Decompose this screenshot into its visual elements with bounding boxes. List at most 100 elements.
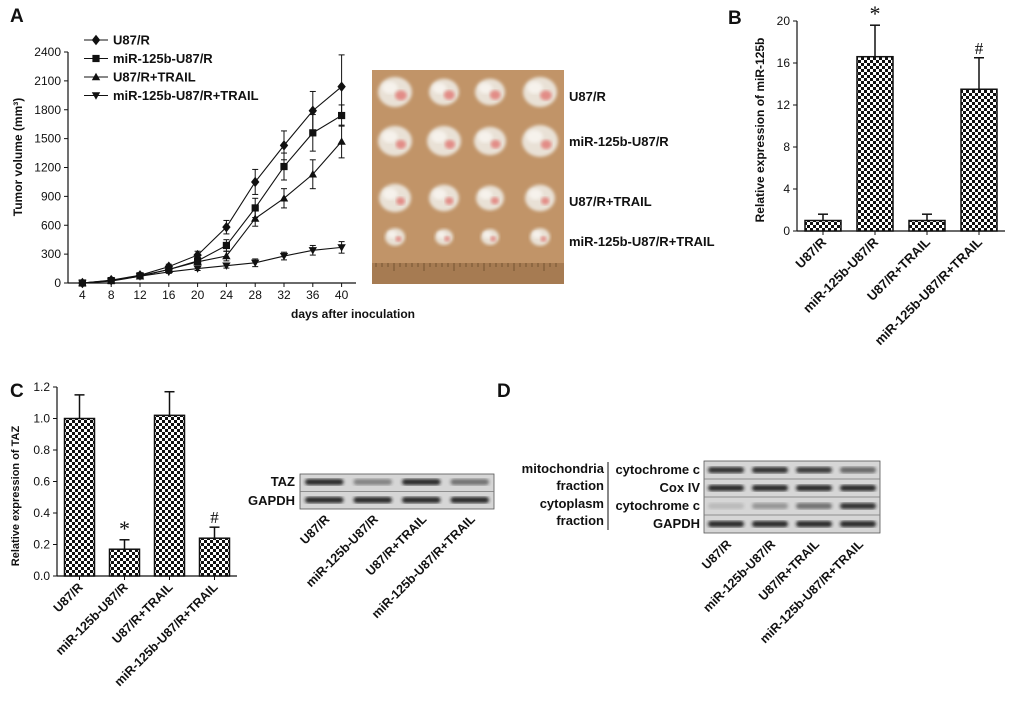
blot-d-row-label-coxiv: Cox IV xyxy=(660,480,701,495)
tumor-highlight xyxy=(532,231,542,238)
panel-a-y-tick-label: 2100 xyxy=(34,74,61,88)
tumor-blood-spot xyxy=(395,90,407,101)
blot-d-fraction-label-mito: mitochondria xyxy=(522,461,605,476)
taz-band xyxy=(402,479,441,485)
legend-label-mir-125b-u87-r: miR-125b-U87/R xyxy=(113,51,213,66)
tumor-blood-spot xyxy=(540,90,552,101)
blot-d-band-row-0 xyxy=(840,467,876,473)
category-label-mir-125b-u87-r-trail: miR-125b-U87/R+TRAIL xyxy=(872,234,986,348)
bar-u87-r-trail xyxy=(908,219,946,232)
tumor-blood-spot xyxy=(396,197,406,206)
tumor-specimen xyxy=(378,126,412,156)
panel-c-western-blot: TAZ GAPDH U87/RmiR-125b-U87/RU87/R+TRAIL… xyxy=(248,473,495,621)
significance-mark-mir-125b-u87-r-trail: # xyxy=(975,39,984,58)
tumor-specimen xyxy=(523,77,557,107)
legend-marker-u87-r-trail xyxy=(91,72,101,81)
series-line-mir-125b-u87-r-trail xyxy=(82,246,342,284)
tumor-highlight xyxy=(383,188,398,200)
panel-d-western-blot: mitochondria fraction cytoplasm fraction… xyxy=(522,460,881,646)
legend-label-u87-r: U87/R xyxy=(113,33,150,48)
panel-a-x-tick-label: 8 xyxy=(108,288,115,302)
panel-c-y-tick-label: 1.2 xyxy=(33,380,50,394)
tumor-specimen xyxy=(429,78,459,106)
tumor-blood-spot xyxy=(395,139,407,149)
blot-d-row-label-gapdh: GAPDH xyxy=(653,516,700,531)
tumor-blood-spot xyxy=(444,197,454,205)
blot-d-fraction-label-mito-2: fraction xyxy=(556,478,604,493)
bar-u87-r-trail xyxy=(153,414,186,577)
data-point-u87-r xyxy=(337,81,346,92)
tumor-specimen xyxy=(530,228,550,246)
panel-a-x-tick-label: 40 xyxy=(335,288,349,302)
panel-a-x-tick-label: 16 xyxy=(162,288,176,302)
blot-d-band-row-1 xyxy=(796,485,832,491)
category-label-u87-r: U87/R xyxy=(51,580,86,615)
photo-row-label-mir125b: miR-125b-U87/R xyxy=(569,134,669,149)
tumor-specimen xyxy=(476,185,504,211)
gapdh-band xyxy=(353,497,392,503)
tumor-specimen xyxy=(378,77,412,107)
data-point-u87-r xyxy=(251,176,260,188)
significance-mark-mir-125b-u87-r: * xyxy=(119,516,130,541)
data-point-u87-r xyxy=(222,221,231,233)
panel-a-legend: U87/R miR-125b-U87/R U87/R+TRAIL miR-125b-U… xyxy=(84,33,259,103)
panel-c-y-tick-label: 0.4 xyxy=(33,506,50,520)
tumor-photograph: U87/R miR-125b-U87/R U87/R+TRAIL miR-125… xyxy=(372,70,715,284)
data-point-mir-125b-u87-r-trail xyxy=(135,273,145,281)
data-point-mir-125b-u87-r-trail xyxy=(107,277,116,286)
legend-marker-mir-125b-u87-r-trail xyxy=(91,92,101,100)
panel-label-c: C xyxy=(10,381,24,402)
taz-band xyxy=(353,479,392,485)
data-point-u87-r-trail xyxy=(251,214,260,222)
blot-d-fraction-label-cyto: cytoplasm xyxy=(540,496,604,511)
panel-b-y-tick-label: 16 xyxy=(777,56,791,70)
data-point-u87-r-trail xyxy=(222,251,231,260)
panel-b-y-tick-label: 12 xyxy=(777,98,791,112)
tumor-specimen xyxy=(481,229,499,245)
tumor-highlight xyxy=(528,189,543,200)
panel-a-line-chart: days after inoculation Tumor volume (mm³… xyxy=(11,33,415,322)
photo-row-label-mir125b-trail: miR-125b-U87/R+TRAIL xyxy=(569,234,715,249)
data-point-u87-r-trail xyxy=(279,194,289,202)
panel-c-y-tick-label: 0.6 xyxy=(33,475,50,489)
tumor-specimen xyxy=(427,126,461,156)
panel-a-y-tick-label: 2400 xyxy=(34,45,61,59)
tumor-highlight xyxy=(437,231,446,238)
blot-c-row-label-taz: TAZ xyxy=(271,474,295,489)
data-point-mir-125b-u87-r xyxy=(222,241,230,250)
tumor-blood-spot xyxy=(540,139,552,150)
blot-c-lane-label-3: miR-125b-U87/R+TRAIL xyxy=(369,512,478,621)
data-point-u87-r xyxy=(308,105,317,116)
blot-d-band-row-0 xyxy=(708,467,744,473)
tumor-specimen xyxy=(379,183,411,213)
data-point-u87-r-trail xyxy=(337,137,346,145)
panel-label-a: A xyxy=(10,6,24,27)
tumor-blood-spot xyxy=(490,139,501,149)
blot-d-band-row-2 xyxy=(708,503,744,509)
panel-b-y-tick-label: 20 xyxy=(777,14,791,28)
tumor-blood-spot xyxy=(490,197,500,205)
tumor-highlight xyxy=(483,231,492,238)
series-u87-r-trail xyxy=(78,124,346,287)
photo-row-label-trail: U87/R+TRAIL xyxy=(569,194,652,209)
blot-d-band-row-3 xyxy=(796,521,832,527)
blot-d-band-row-3 xyxy=(708,521,744,527)
data-point-mir-125b-u87-r-trail xyxy=(164,268,173,277)
legend-label-mir-125b-u87-r-trail: miR-125b-U87/R+TRAIL xyxy=(113,88,259,103)
panel-b-y-tick-label: 8 xyxy=(783,140,790,154)
bar-u87-r xyxy=(804,219,842,232)
gapdh-band xyxy=(305,497,344,503)
panel-label-b: B xyxy=(728,8,742,29)
tumor-specimen xyxy=(429,184,459,212)
legend-label-u87-r-trail: U87/R+TRAIL xyxy=(113,70,196,85)
tumor-highlight xyxy=(478,83,493,94)
gapdh-band xyxy=(450,497,489,503)
bar-u87-r xyxy=(63,417,96,577)
tumor-specimen xyxy=(522,125,558,157)
panel-b-bar-chart: Relative expression of miR-125b 0 4 8 12 16 2… xyxy=(753,1,1005,348)
blot-d-band-row-3 xyxy=(840,521,876,527)
tumor-highlight xyxy=(432,83,447,94)
tumor-highlight xyxy=(382,130,398,143)
blot-d-band-row-3 xyxy=(752,521,788,527)
